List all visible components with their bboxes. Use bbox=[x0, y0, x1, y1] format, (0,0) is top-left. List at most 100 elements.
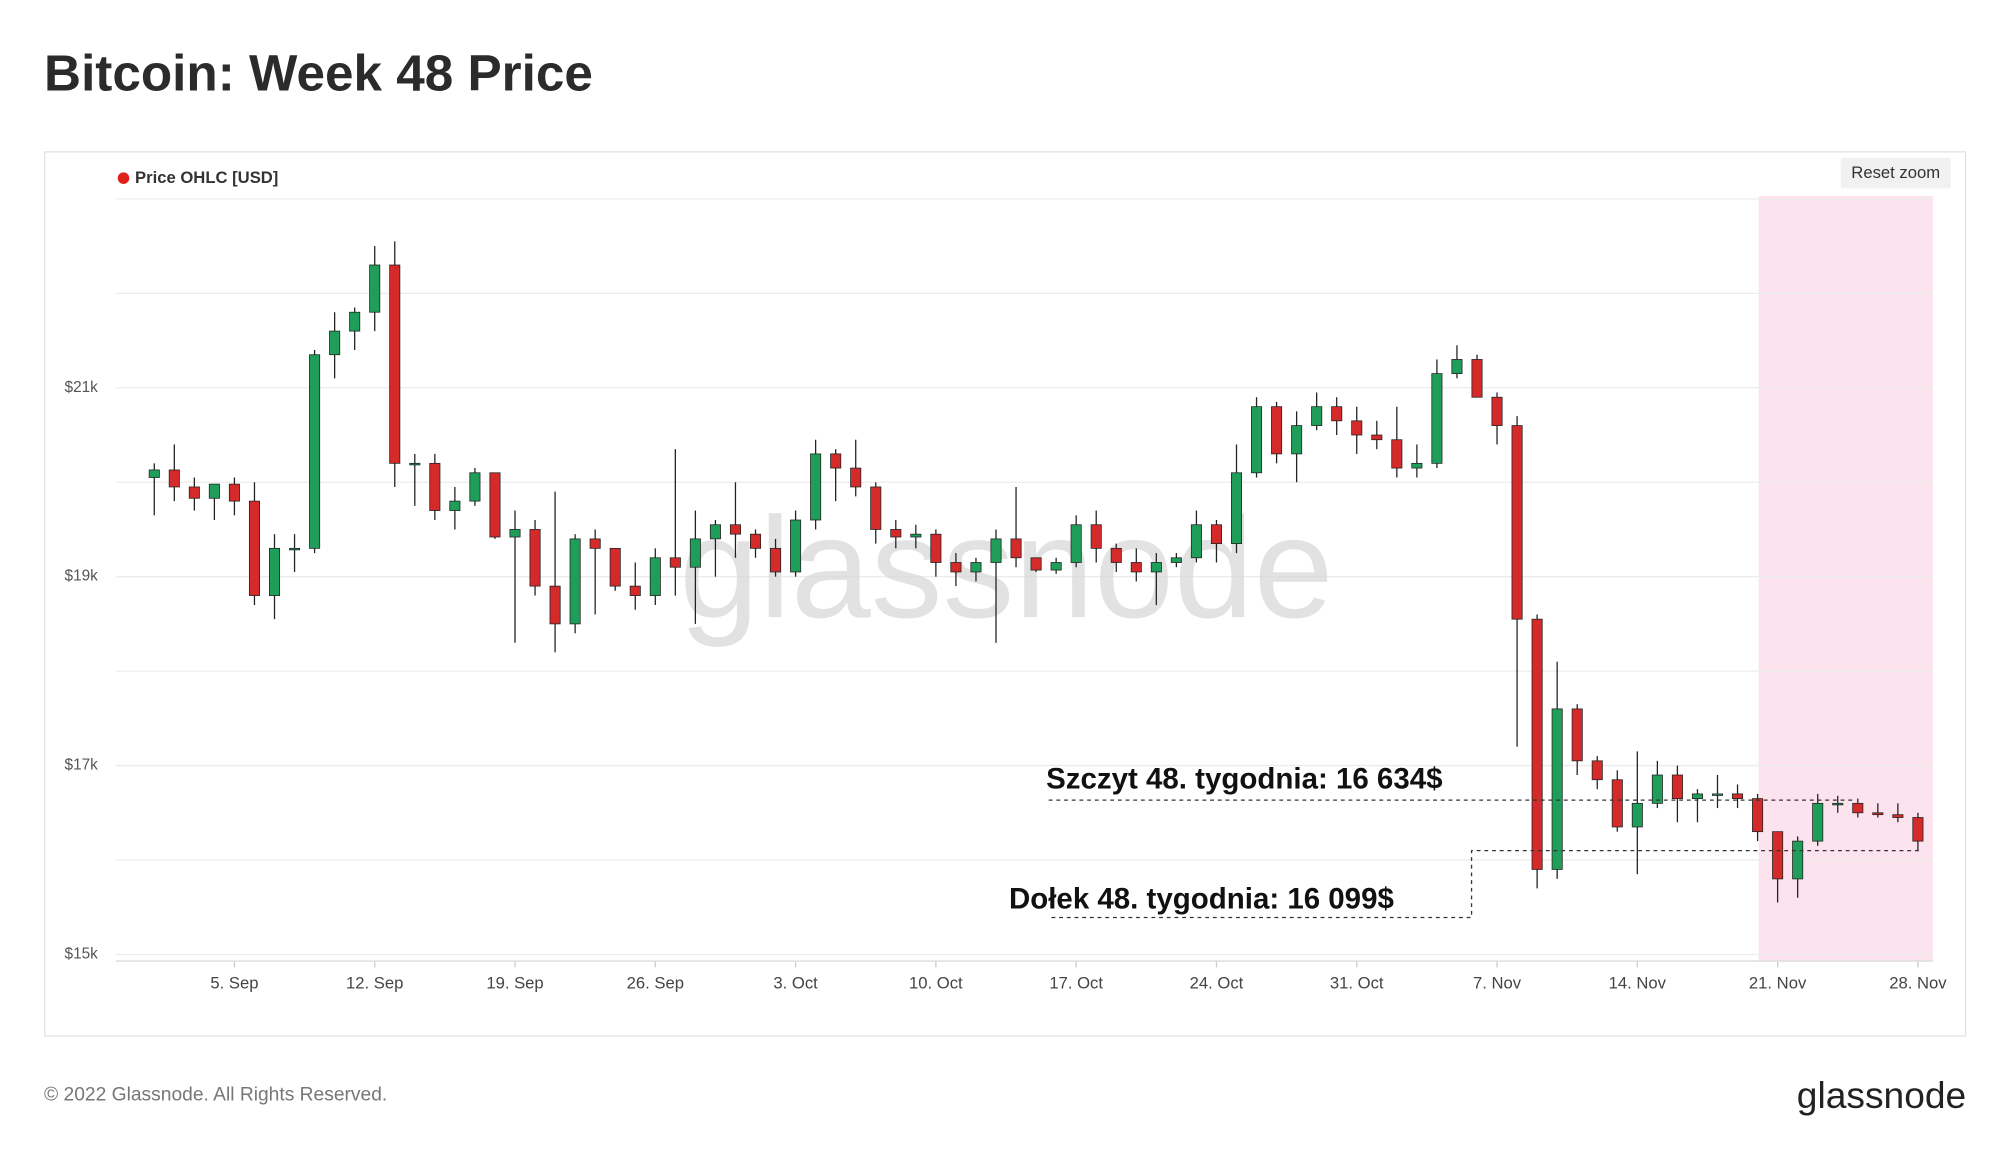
candle-body bbox=[1651, 774, 1663, 804]
candle-body bbox=[1752, 798, 1764, 833]
candle-body bbox=[1611, 779, 1623, 828]
candle-body bbox=[1030, 557, 1042, 571]
candle-body bbox=[810, 453, 822, 521]
annotation-line bbox=[1048, 850, 1919, 919]
candle-body bbox=[469, 472, 481, 502]
candle-body bbox=[930, 533, 942, 563]
candle-body bbox=[1671, 774, 1683, 800]
candle-body bbox=[148, 469, 160, 478]
y-tick-label: $21k bbox=[65, 379, 99, 396]
watermark: glassnode bbox=[679, 488, 1333, 648]
brand-logo: glassnode bbox=[1797, 1074, 1966, 1116]
candle-body bbox=[1230, 472, 1243, 545]
candle-body bbox=[689, 538, 701, 568]
candle-body bbox=[349, 311, 361, 332]
annotation-label: Szczyt 48. tygodnia: 16 634$ bbox=[1046, 763, 1442, 796]
candle-body bbox=[1812, 802, 1824, 842]
candle-body bbox=[1331, 406, 1343, 422]
candle-body bbox=[1631, 802, 1643, 828]
reset-zoom-button[interactable] bbox=[1840, 157, 1951, 189]
candle-body bbox=[910, 533, 922, 538]
candle-body bbox=[1170, 557, 1182, 563]
candle-body bbox=[1351, 420, 1363, 436]
x-tick-label: 26. Sep bbox=[627, 974, 684, 993]
candle-body bbox=[1150, 562, 1162, 573]
reset-zoom-label[interactable]: Reset zoom bbox=[1851, 163, 1940, 182]
candle-body bbox=[870, 486, 882, 530]
x-tick-label: 10. Oct bbox=[909, 974, 963, 993]
candle-body bbox=[1732, 793, 1744, 800]
candle-body bbox=[1551, 708, 1563, 870]
candle-body bbox=[890, 529, 902, 538]
x-tick-label: 14. Nov bbox=[1609, 974, 1667, 993]
candle-body bbox=[188, 486, 200, 499]
candle-body bbox=[1852, 802, 1864, 814]
candle-body bbox=[1190, 524, 1202, 559]
candle-body bbox=[1130, 562, 1142, 573]
candle-body bbox=[509, 529, 521, 538]
candle-body bbox=[289, 547, 301, 551]
x-tick-label: 7. Nov bbox=[1473, 974, 1522, 993]
candle-body bbox=[669, 557, 681, 568]
x-tick-label: 21. Nov bbox=[1749, 974, 1807, 993]
candle-body bbox=[449, 500, 461, 511]
candle-body bbox=[1010, 538, 1022, 559]
candle-body bbox=[1090, 524, 1102, 549]
x-tick-label: 31. Oct bbox=[1330, 974, 1384, 993]
candle-body bbox=[489, 472, 501, 538]
candle-body bbox=[729, 524, 741, 535]
chart-title: Bitcoin: Week 48 Price bbox=[44, 44, 593, 101]
candle-body bbox=[1050, 562, 1062, 571]
candle-body bbox=[1792, 840, 1804, 880]
candle-body bbox=[248, 500, 260, 596]
candle-body bbox=[168, 469, 180, 488]
candle-body bbox=[268, 547, 281, 596]
candle-body bbox=[1251, 406, 1263, 474]
panel bbox=[44, 151, 1967, 1037]
candle-body bbox=[790, 519, 802, 573]
candle-body bbox=[1711, 793, 1724, 796]
candle-body bbox=[1371, 434, 1383, 441]
legend-marker bbox=[117, 172, 130, 184]
x-tick-label: 17. Oct bbox=[1049, 974, 1103, 993]
candle-body bbox=[1110, 547, 1122, 563]
candle-body bbox=[369, 264, 381, 313]
footer: © 2022 Glassnode. All Rights Reserved. bbox=[44, 1085, 387, 1106]
candle-body bbox=[1471, 359, 1483, 398]
candle-body bbox=[549, 585, 561, 625]
x-tick-label: 28. Nov bbox=[1889, 974, 1947, 993]
x-tick-label: 12. Sep bbox=[346, 974, 403, 993]
candle-body bbox=[970, 562, 982, 573]
candle-body bbox=[1070, 524, 1082, 563]
candle-body bbox=[850, 467, 862, 488]
candle-body bbox=[228, 483, 240, 502]
candle-body bbox=[1210, 524, 1222, 545]
candle-body bbox=[1291, 425, 1303, 455]
x-tick-label: 5. Sep bbox=[210, 974, 258, 993]
candle-body bbox=[569, 538, 581, 625]
candle-body bbox=[1591, 760, 1603, 781]
annotation-label: Dołek 48. tygodnia: 16 099$ bbox=[1009, 883, 1394, 916]
candle-body bbox=[629, 585, 641, 596]
candle-body bbox=[950, 562, 962, 573]
y-tick-label: $17k bbox=[65, 757, 99, 774]
candle-body bbox=[1311, 406, 1323, 426]
candle-body bbox=[389, 264, 401, 464]
candle-body bbox=[709, 524, 721, 540]
candle-body bbox=[1411, 462, 1423, 469]
candle-body bbox=[1391, 439, 1403, 469]
candle-body bbox=[1271, 406, 1283, 455]
candle-body bbox=[309, 354, 321, 549]
candle-body bbox=[1892, 814, 1904, 818]
candle-body bbox=[749, 533, 762, 549]
y-tick-label: $19k bbox=[65, 568, 99, 585]
legend-label: Price OHLC [USD] bbox=[135, 168, 278, 187]
candle-body bbox=[529, 529, 541, 587]
candle-body bbox=[830, 453, 842, 469]
candle-body bbox=[589, 538, 601, 549]
candle-body bbox=[1691, 793, 1703, 800]
x-tick-label: 24. Oct bbox=[1190, 974, 1244, 993]
candle-body bbox=[609, 547, 621, 587]
